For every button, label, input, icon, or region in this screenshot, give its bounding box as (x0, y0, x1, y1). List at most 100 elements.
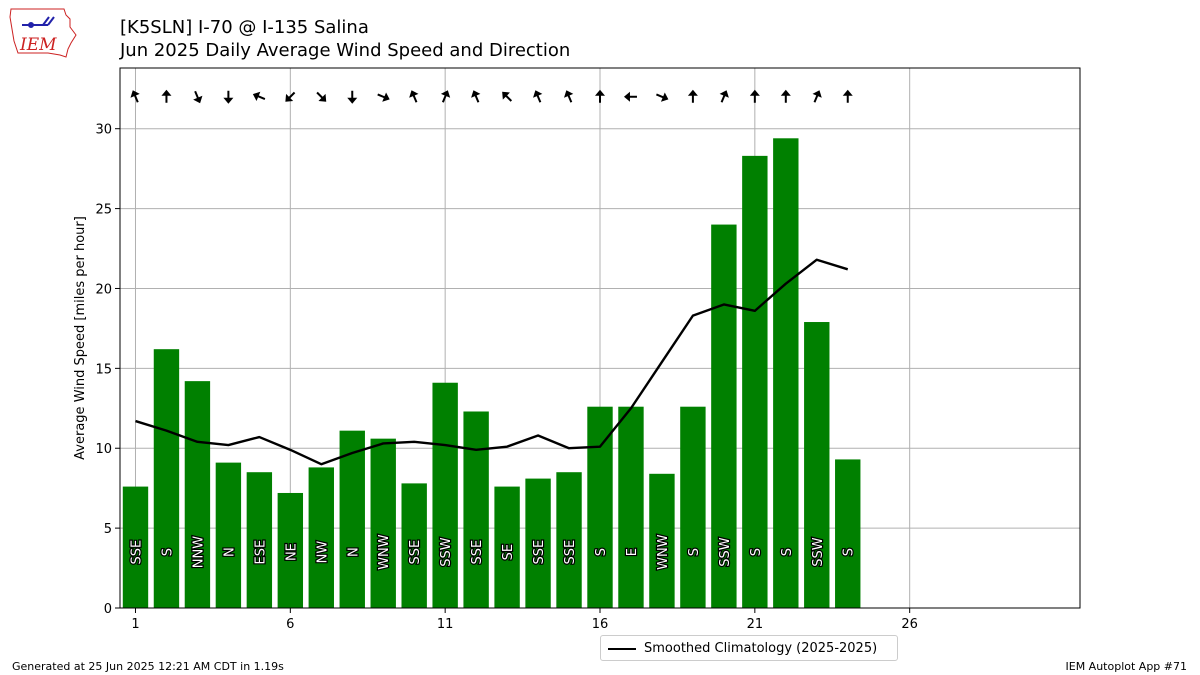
direction-arrow-icon (377, 92, 390, 102)
direction-label: SSW (811, 537, 826, 567)
wind-speed-bar (804, 322, 830, 608)
arrow-head (471, 90, 481, 98)
direction-label: NW (315, 541, 330, 564)
arrow-head (780, 89, 791, 96)
arrow-head (382, 92, 390, 102)
direction-label: WNW (377, 534, 392, 570)
direction-arrow-icon (409, 90, 419, 103)
arrow-head (812, 90, 822, 98)
direction-label: SSW (718, 537, 733, 567)
arrow-head (285, 93, 294, 102)
wind-speed-bar (618, 406, 644, 608)
direction-arrow-icon (252, 91, 266, 101)
wind-speed-bar (773, 138, 799, 609)
y-axis-label: Average Wind Speed [miles per hour] (73, 216, 88, 460)
y-tick-label: 0 (104, 602, 112, 617)
x-tick-label: 26 (901, 617, 918, 632)
y-tick-label: 5 (104, 522, 112, 537)
chart-title: [K5SLN] I-70 @ I-135 Salina (120, 17, 369, 38)
direction-label: NNW (191, 536, 206, 568)
direction-arrow-icon (471, 90, 481, 103)
wind-speed-bar (587, 406, 613, 608)
direction-arrow-icon (687, 89, 698, 103)
wind-speed-bar (463, 411, 489, 608)
arrow-head (687, 89, 698, 96)
direction-label: SSE (408, 540, 423, 565)
arrow-head (193, 95, 203, 104)
iem-logo: IEM (9, 8, 77, 58)
direction-arrow-icon (719, 90, 729, 103)
arrow-head (533, 90, 543, 98)
x-tick-label: 1 (131, 617, 139, 632)
generated-timestamp: Generated at 25 Jun 2025 12:21 AM CDT in… (12, 660, 284, 673)
wind-speed-bar (370, 438, 396, 608)
arrow-head (409, 90, 419, 98)
arrow-head (161, 89, 172, 96)
wind-speed-bar (215, 462, 242, 608)
chart-subtitle: Jun 2025 Daily Average Wind Speed and Di… (120, 40, 571, 61)
direction-arrow-icon (842, 89, 853, 103)
wind-speed-bar (184, 381, 211, 608)
direction-arrow-icon (623, 91, 637, 102)
arrow-head (252, 91, 261, 101)
logo-text: IEM (19, 35, 57, 55)
direction-arrow-icon (285, 91, 296, 102)
wind-speed-bar (711, 224, 737, 608)
direction-arrow-icon (564, 90, 574, 103)
arrow-head (564, 90, 574, 98)
arrow-head (502, 91, 510, 100)
direction-arrow-icon (502, 91, 513, 102)
legend-line-swatch (608, 648, 636, 650)
arrow-head (719, 90, 729, 98)
iowa-outline-icon (9, 8, 77, 58)
x-tick-label: 16 (592, 617, 609, 632)
direction-arrow-icon (347, 90, 358, 104)
direction-label: N (222, 547, 237, 557)
direction-arrow-icon (440, 90, 451, 103)
app-credit: IEM Autoplot App #71 (1065, 660, 1188, 673)
wind-speed-bar (742, 155, 768, 609)
direction-arrow-icon (161, 89, 172, 103)
direction-arrow-icon (193, 90, 203, 104)
arrow-head (130, 90, 140, 98)
direction-label: S (594, 548, 609, 556)
direction-label: ESE (253, 540, 268, 565)
x-tick-label: 6 (286, 617, 294, 632)
direction-arrow-icon (130, 90, 140, 103)
wind-speed-bar (494, 486, 520, 608)
y-tick-label: 25 (95, 203, 112, 218)
climatology-line (135, 258, 849, 466)
x-tick-label: 11 (437, 617, 454, 632)
direction-label: S (780, 548, 795, 556)
wind-barb-icon (22, 16, 55, 28)
arrow-head (440, 90, 451, 98)
direction-label: SSW (439, 537, 454, 567)
direction-label: E (625, 548, 640, 556)
wind-speed-bar (401, 483, 427, 608)
arrow-head (223, 97, 234, 104)
direction-label: SE (501, 544, 516, 560)
y-tick-label: 20 (95, 282, 112, 297)
y-tick-label: 15 (95, 362, 112, 377)
direction-label: N (346, 547, 361, 557)
y-tick-label: 10 (95, 442, 112, 457)
direction-label: WNW (656, 534, 671, 570)
y-tick-label: 30 (95, 123, 112, 138)
arrow-head (347, 97, 358, 104)
direction-arrow-icon (223, 90, 234, 104)
direction-label: SSE (129, 540, 144, 565)
direction-arrow-icon (656, 92, 669, 102)
direction-label: SSE (532, 540, 547, 565)
direction-label: S (687, 548, 702, 556)
direction-arrow-icon (316, 91, 327, 102)
arrow-head (842, 89, 853, 96)
wind-speed-bar (556, 472, 582, 608)
wind-speed-bar (277, 492, 304, 608)
direction-arrow-icon (749, 89, 760, 103)
wind-speed-bar (246, 472, 273, 608)
wind-speed-bar (153, 349, 180, 608)
arrow-head (749, 89, 760, 96)
direction-arrow-icon (595, 89, 605, 103)
direction-label: S (842, 548, 857, 556)
